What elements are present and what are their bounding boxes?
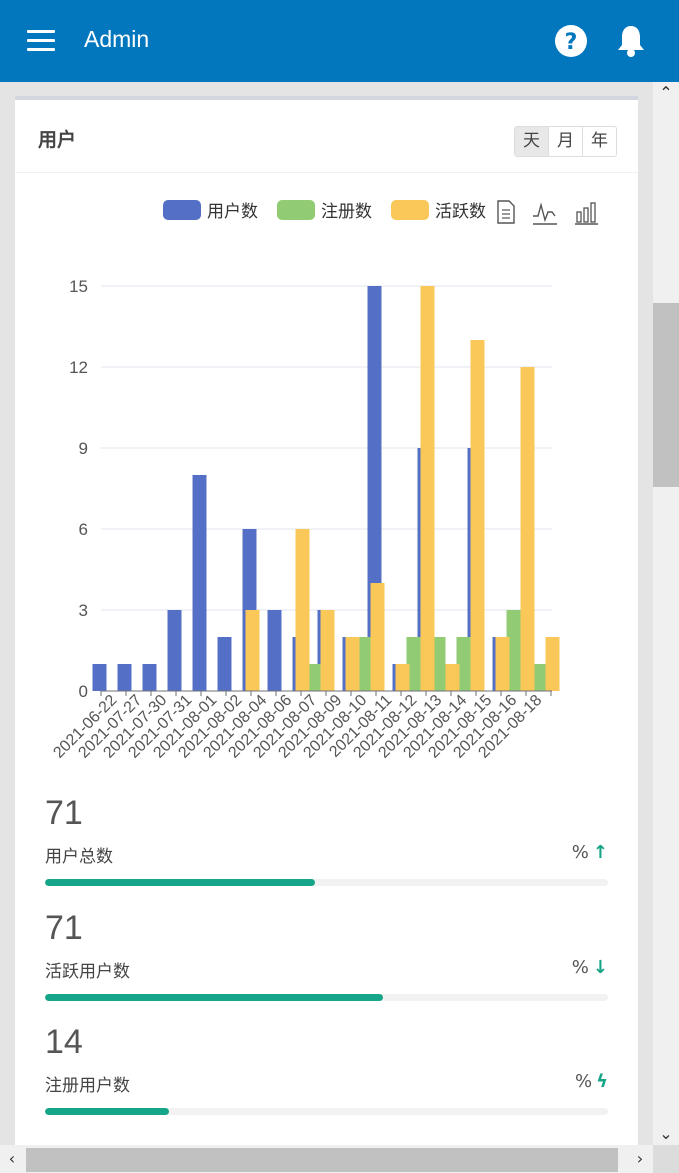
y-tick-label: 12 xyxy=(69,358,88,377)
legend-swatch xyxy=(277,200,315,220)
help-icon[interactable]: ? xyxy=(555,25,587,57)
line-chart-icon[interactable] xyxy=(533,202,557,225)
legend-label: 注册数 xyxy=(321,202,372,222)
bar-chart-icon[interactable] xyxy=(575,202,598,225)
stat-percent: % ↑ xyxy=(571,842,608,863)
y-tick-label: 15 xyxy=(69,277,88,296)
horizontal-scrollbar[interactable]: ‹ › xyxy=(0,1145,679,1173)
bar xyxy=(320,610,335,691)
vertical-scrollbar[interactable]: ⌃ ⌄ xyxy=(653,82,679,1145)
horizontal-scroll-thumb[interactable] xyxy=(26,1148,618,1172)
stat-value: 71 xyxy=(45,909,83,947)
y-tick-label: 9 xyxy=(79,439,88,458)
scroll-right-icon[interactable]: › xyxy=(636,1149,644,1168)
legend-swatch xyxy=(391,200,429,220)
bar xyxy=(92,664,107,691)
progress-track xyxy=(45,879,608,886)
bar xyxy=(245,610,260,691)
progress-track xyxy=(45,994,608,1001)
stat-label: 注册用户数 xyxy=(45,1076,130,1096)
svg-text:?: ? xyxy=(565,30,578,55)
data-view-icon[interactable] xyxy=(497,200,515,224)
y-tick-label: 6 xyxy=(79,520,88,539)
stat-label: 用户总数 xyxy=(45,847,113,867)
arrow-up-icon: ↑ xyxy=(592,842,608,863)
top-bar: Admin ? xyxy=(0,0,679,82)
y-tick-label: 3 xyxy=(79,601,88,620)
bar xyxy=(167,610,182,691)
bar xyxy=(545,637,560,691)
bar xyxy=(345,637,360,691)
stat-percent: % ϟ xyxy=(575,1071,608,1092)
bar xyxy=(267,610,282,691)
app-title: Admin xyxy=(84,26,150,52)
bar xyxy=(217,637,232,691)
users-card: 用户 天 月 年 0 3 6 9 12 15 2021-06-22 2021-07-27 202… xyxy=(15,96,638,1149)
progress-fill xyxy=(45,1108,169,1115)
stat-value: 14 xyxy=(45,1023,83,1061)
range-year-button[interactable]: 年 xyxy=(582,127,616,156)
bar xyxy=(470,340,485,691)
stat-percent: % ↓ xyxy=(571,957,608,978)
legend-label: 用户数 xyxy=(207,202,258,222)
scroll-left-icon[interactable]: ‹ xyxy=(8,1149,16,1168)
y-tick-label: 0 xyxy=(79,682,88,701)
bar xyxy=(370,583,385,691)
users-bar-chart: 036912152021-06-222021-07-272021-07-3020… xyxy=(50,200,598,762)
menu-icon[interactable] xyxy=(27,30,57,52)
bar xyxy=(506,610,521,691)
card-header: 用户 天 月 年 xyxy=(15,100,638,173)
progress-fill xyxy=(45,994,383,1001)
progress-track xyxy=(45,1108,608,1115)
stat-label: 活跃用户数 xyxy=(45,962,130,982)
legend-swatch xyxy=(163,200,201,220)
bar xyxy=(406,637,421,691)
lightning-icon: ϟ xyxy=(596,1071,608,1092)
scroll-down-icon[interactable]: ⌄ xyxy=(659,1124,673,1143)
bar xyxy=(192,475,207,691)
bar xyxy=(456,637,471,691)
bar xyxy=(531,664,546,691)
legend-label: 活跃数 xyxy=(435,202,486,222)
bar xyxy=(495,637,510,691)
notification-bell-icon[interactable] xyxy=(615,24,647,58)
scroll-up-icon[interactable]: ⌃ xyxy=(659,83,673,102)
vertical-scroll-thumb[interactable] xyxy=(653,303,679,487)
bar xyxy=(142,664,157,691)
range-button-group: 天 月 年 xyxy=(514,126,617,157)
bar xyxy=(306,664,321,691)
bar xyxy=(520,367,535,691)
progress-fill xyxy=(45,879,316,886)
scrollbar-corner xyxy=(653,1145,679,1173)
range-month-button[interactable]: 月 xyxy=(548,127,582,156)
stat-value: 71 xyxy=(45,794,83,832)
bar xyxy=(295,529,310,691)
arrow-down-icon: ↓ xyxy=(592,957,608,978)
range-day-button[interactable]: 天 xyxy=(515,127,548,156)
bar xyxy=(356,637,371,691)
bar xyxy=(395,664,410,691)
card-title: 用户 xyxy=(38,129,77,151)
bar xyxy=(431,637,446,691)
bar xyxy=(420,286,435,691)
bar xyxy=(117,664,132,691)
bar xyxy=(445,664,460,691)
